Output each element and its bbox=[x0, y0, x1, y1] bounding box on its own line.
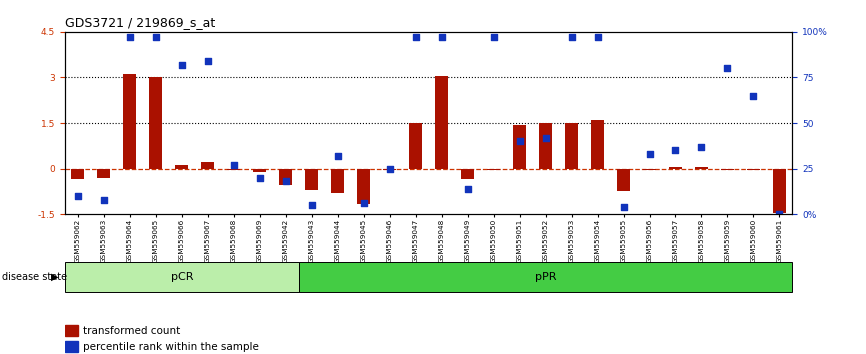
Point bbox=[409, 34, 423, 40]
Text: disease state: disease state bbox=[2, 272, 67, 282]
Point bbox=[617, 204, 630, 210]
Point bbox=[331, 153, 345, 159]
Bar bbox=[772, 169, 786, 213]
Bar bbox=[721, 169, 734, 170]
Text: pPR: pPR bbox=[535, 272, 556, 282]
Text: transformed count: transformed count bbox=[83, 326, 180, 336]
Text: pCR: pCR bbox=[171, 272, 193, 282]
Bar bbox=[279, 169, 292, 185]
Bar bbox=[149, 78, 163, 169]
Point bbox=[513, 138, 527, 144]
Bar bbox=[331, 169, 345, 193]
Point bbox=[357, 200, 371, 206]
Bar bbox=[65, 341, 78, 353]
Point bbox=[746, 93, 760, 98]
Point bbox=[175, 62, 189, 68]
Bar bbox=[71, 169, 84, 179]
Bar bbox=[409, 123, 422, 169]
Bar bbox=[123, 74, 137, 169]
Bar bbox=[175, 165, 188, 169]
Bar bbox=[591, 120, 604, 169]
Bar bbox=[617, 169, 630, 192]
Point bbox=[721, 65, 734, 71]
Bar bbox=[253, 169, 266, 172]
Point bbox=[695, 144, 708, 149]
Point bbox=[383, 166, 397, 171]
Point bbox=[487, 34, 501, 40]
Bar bbox=[539, 123, 553, 169]
Point bbox=[279, 178, 293, 184]
Point bbox=[772, 211, 786, 217]
Point bbox=[71, 193, 85, 199]
Bar bbox=[97, 169, 111, 178]
Point bbox=[643, 151, 656, 157]
Bar bbox=[227, 169, 240, 170]
Bar bbox=[357, 169, 371, 204]
Point bbox=[461, 186, 475, 192]
Bar bbox=[643, 169, 656, 170]
Point bbox=[591, 34, 604, 40]
Bar bbox=[513, 125, 527, 169]
Bar bbox=[299, 262, 792, 292]
Point bbox=[565, 34, 578, 40]
Point bbox=[669, 148, 682, 153]
Bar bbox=[746, 169, 760, 170]
Point bbox=[539, 135, 553, 141]
Bar bbox=[383, 169, 396, 170]
Point bbox=[123, 34, 137, 40]
Bar bbox=[487, 169, 500, 170]
Bar bbox=[65, 262, 299, 292]
Text: ▶: ▶ bbox=[51, 272, 59, 282]
Bar bbox=[305, 169, 319, 190]
Point bbox=[305, 202, 319, 208]
Bar bbox=[461, 169, 474, 179]
Point bbox=[227, 162, 241, 168]
Point bbox=[149, 34, 163, 40]
Bar bbox=[669, 167, 682, 169]
Bar bbox=[435, 76, 449, 169]
Point bbox=[253, 175, 267, 181]
Bar bbox=[565, 123, 578, 169]
Point bbox=[97, 197, 111, 202]
Text: percentile rank within the sample: percentile rank within the sample bbox=[83, 342, 259, 352]
Point bbox=[435, 34, 449, 40]
Bar bbox=[65, 325, 78, 336]
Point bbox=[201, 58, 215, 64]
Bar bbox=[695, 167, 708, 169]
Text: GDS3721 / 219869_s_at: GDS3721 / 219869_s_at bbox=[65, 16, 215, 29]
Bar bbox=[201, 162, 214, 169]
